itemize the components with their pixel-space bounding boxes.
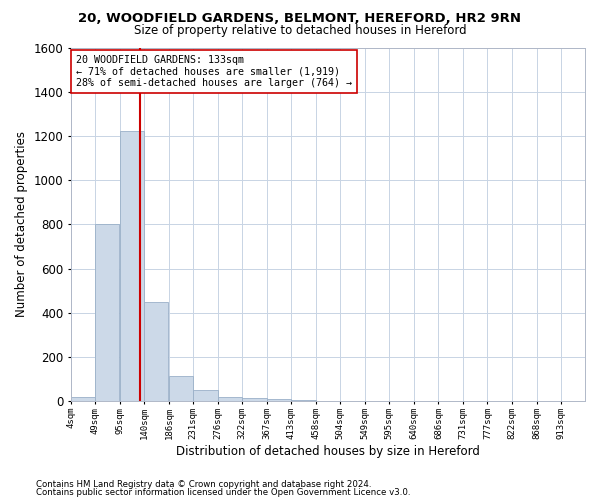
Bar: [169, 376, 193, 401]
X-axis label: Distribution of detached houses by size in Hereford: Distribution of detached houses by size …: [176, 444, 480, 458]
Text: 20, WOODFIELD GARDENS, BELMONT, HEREFORD, HR2 9RN: 20, WOODFIELD GARDENS, BELMONT, HEREFORD…: [79, 12, 521, 26]
Bar: [218, 396, 242, 401]
Bar: [71, 396, 95, 401]
Bar: [95, 224, 119, 401]
Bar: [266, 399, 291, 401]
Bar: [120, 132, 144, 401]
Text: 20 WOODFIELD GARDENS: 133sqm
← 71% of detached houses are smaller (1,919)
28% of: 20 WOODFIELD GARDENS: 133sqm ← 71% of de…: [76, 54, 352, 88]
Y-axis label: Number of detached properties: Number of detached properties: [15, 132, 28, 318]
Bar: [193, 390, 218, 401]
Text: Size of property relative to detached houses in Hereford: Size of property relative to detached ho…: [134, 24, 466, 37]
Text: Contains public sector information licensed under the Open Government Licence v3: Contains public sector information licen…: [36, 488, 410, 497]
Bar: [144, 302, 169, 401]
Text: Contains HM Land Registry data © Crown copyright and database right 2024.: Contains HM Land Registry data © Crown c…: [36, 480, 371, 489]
Bar: [292, 400, 316, 401]
Bar: [242, 398, 266, 401]
